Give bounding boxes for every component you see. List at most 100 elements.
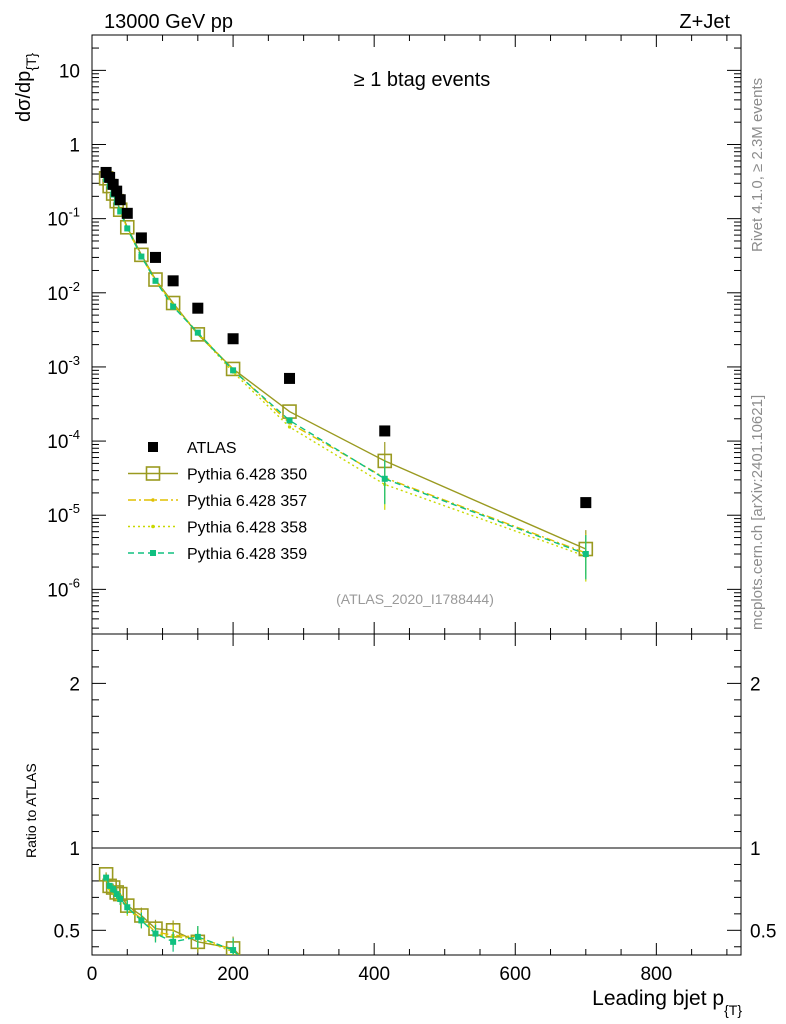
series-point-s359 (230, 367, 237, 374)
legend-item-s350: Pythia 6.428 350 (128, 466, 307, 484)
x-axis-label-sub: {T} (724, 1002, 742, 1018)
series-point-s350 (225, 361, 241, 377)
header-process: Z+Jet (679, 11, 730, 33)
legend-label: ATLAS (187, 440, 237, 457)
axis-ticks (91, 34, 741, 955)
ratio-point-s359 (138, 917, 145, 924)
data-point (114, 194, 126, 206)
series-point-s359 (138, 253, 145, 260)
y-axis-label: dσ/dp{T} (13, 52, 39, 122)
svg-text:dσ/dp{T}: dσ/dp{T} (13, 52, 39, 122)
ratio-point-s359 (103, 874, 110, 881)
ratio-panel-frame (91, 633, 742, 956)
series-point-s359 (170, 303, 177, 310)
series-point-s359 (117, 208, 124, 215)
ratio-point-s359 (110, 886, 117, 893)
series-point-s350 (190, 327, 206, 342)
series-point-s350 (119, 219, 135, 235)
series-line-s357 (105, 178, 587, 554)
data-point (192, 302, 204, 314)
data-point (580, 497, 592, 509)
ratio-line-s358 (105, 879, 238, 955)
y-axis-label-sub: {T} (23, 52, 39, 70)
legend-marker (150, 550, 156, 556)
mcplots-info: mcplots.cern.ch [arXiv:2401.10621] (749, 395, 766, 630)
ratio-points (98, 867, 241, 955)
series-point-s350 (134, 247, 149, 263)
main-panel-frame (91, 34, 742, 635)
ratio-point-s359 (117, 896, 124, 903)
data-point (121, 207, 133, 219)
ratio-tick-label-right: 2 (750, 674, 761, 695)
y-tick-label: 10-5 (47, 501, 80, 527)
y-tick-label: 10-2 (47, 279, 80, 305)
y-tick-label: 10 (59, 61, 80, 82)
analysis-id: (ATLAS_2020_I1788444) (336, 591, 494, 607)
y-tick-label: 10-3 (47, 353, 80, 379)
data-point (379, 425, 391, 437)
ratio-point-s359 (194, 933, 201, 940)
ratio-tick-label-right: 1 (750, 839, 761, 860)
series-point-s350 (148, 272, 163, 287)
legend-item-s359: Pythia 6.428 359 (128, 546, 307, 563)
series-point-s359 (124, 225, 131, 232)
plot-title: ≥ 1 btag events (354, 69, 491, 91)
data-point (167, 275, 179, 287)
legend-marker (151, 524, 155, 529)
ratio-point-s359 (152, 930, 159, 937)
data-point (227, 333, 239, 345)
y-tick-label: 10-6 (47, 575, 80, 601)
y-axis-label-main: dσ/dp (13, 71, 35, 122)
y-tick-label: 1 (69, 136, 80, 157)
data-points (100, 166, 592, 509)
rivet-info: Rivet 4.1.0, ≥ 2.3M events (749, 78, 766, 252)
ratio-tick-label: 1 (69, 839, 80, 860)
legend-label: Pythia 6.428 350 (187, 467, 307, 484)
data-point (104, 171, 116, 183)
ratio-tick-label-right: 0.5 (750, 921, 776, 942)
x-tick-label: 600 (499, 964, 531, 985)
ratio-tick-label: 2 (69, 674, 80, 695)
legend: ATLAS Pythia 6.428 350 Pythia 6.428 357 Pyt… (128, 440, 307, 563)
series-line-s350 (105, 178, 587, 550)
y-tick-label: 10-4 (47, 427, 80, 453)
data-point (107, 178, 119, 190)
series-point-s358 (287, 425, 292, 429)
y-tick-label: 10-1 (47, 205, 80, 231)
ratio-series (98, 867, 241, 955)
series-point-s359 (194, 329, 201, 336)
legend-item-data: ATLAS (148, 440, 237, 457)
ratio-point-s359 (106, 882, 113, 889)
series-point-s359 (286, 417, 293, 424)
ratio-point-s359 (113, 891, 120, 898)
legend-marker (148, 442, 158, 452)
series-line-s359 (105, 178, 587, 555)
x-axis-label: Leading bjet p{T} (592, 987, 742, 1018)
data-point (111, 185, 123, 197)
series-line-s358 (105, 178, 587, 557)
x-axis-label-main: Leading bjet p (592, 987, 724, 1010)
legend-label: Pythia 6.428 357 (187, 493, 307, 510)
legend-item-s358: Pythia 6.428 358 (128, 520, 307, 537)
x-tick-label: 400 (358, 964, 390, 985)
series-layer (98, 171, 594, 582)
legend-item-s357: Pythia 6.428 357 (128, 493, 307, 510)
series-point-s359 (152, 277, 159, 284)
x-tick-label: 800 (640, 964, 672, 985)
legend-marker (151, 498, 155, 502)
ratio-point-s359 (124, 904, 131, 911)
legend-marker (145, 466, 161, 481)
header-energy: 13000 GeV pp (104, 11, 233, 33)
ratio-point-s359 (230, 947, 237, 954)
ratio-point-s359 (170, 938, 177, 945)
data-point (149, 251, 161, 263)
tick-labels: 0 200 400 600 800 10 1 10-1 10-2 10-3 10-4 10-5 10-6… (47, 61, 776, 985)
svg-text:Leading bjet p{T}: Leading bjet p{T} (592, 987, 742, 1018)
ratio-tick-label: 0.5 (54, 921, 80, 942)
x-tick-label: 0 (87, 964, 98, 985)
data-point (135, 232, 147, 244)
data-point (284, 372, 296, 384)
x-tick-label: 200 (217, 964, 249, 985)
legend-label: Pythia 6.428 358 (187, 520, 307, 537)
